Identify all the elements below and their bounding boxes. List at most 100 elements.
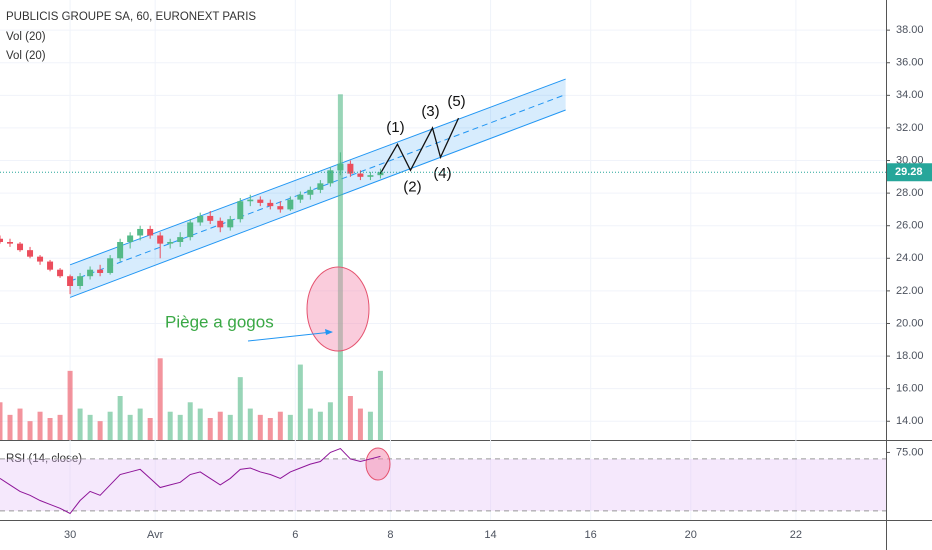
volume-bar (317, 411, 323, 440)
x-tick-label: Avr (147, 529, 164, 541)
candle-body (107, 258, 114, 273)
y-tick-label: 24.00 (896, 252, 924, 264)
wave-label: (1) (386, 119, 404, 136)
candle-body (357, 173, 364, 177)
last-price-box (887, 163, 932, 182)
candle-body (167, 242, 174, 244)
last-price-label: 29.28 (895, 166, 923, 178)
y-tick-label: 16.00 (896, 383, 924, 395)
indicator-label: Vol (20) (6, 31, 46, 43)
volume-bar (147, 418, 153, 440)
candle-body (367, 175, 374, 177)
annotation-text: Piège a gogos (165, 312, 274, 331)
y-tick-label: 75.00 (896, 446, 924, 458)
candle-body (347, 163, 354, 174)
candle-body (307, 189, 314, 195)
candle-body (317, 183, 324, 190)
x-tick-label: 8 (387, 529, 393, 541)
volume-bar (237, 377, 243, 440)
volume-bar (347, 396, 353, 440)
candle-body (137, 228, 144, 236)
annotation-arrow (247, 331, 333, 342)
y-tick-label: 20.00 (896, 317, 924, 329)
wave-path (379, 117, 460, 174)
x-tick-label: 6 (292, 529, 298, 541)
candle-body (187, 222, 194, 238)
candle-body (287, 199, 294, 210)
volume-bar (137, 408, 143, 440)
candle-body (7, 242, 14, 244)
y-tick-label: 36.00 (896, 57, 924, 69)
y-tick-label: 38.00 (896, 24, 924, 36)
volume-bar (117, 396, 123, 440)
volume-bar (307, 408, 313, 440)
candle-body (37, 256, 44, 262)
volume-bar (77, 408, 83, 440)
volume-bar (187, 402, 193, 440)
volume-bar (157, 358, 163, 440)
volume-bar (367, 411, 373, 440)
rsi-pane (0, 441, 886, 520)
candle-body (47, 261, 54, 270)
volume-bar (67, 370, 73, 440)
volume-bar (197, 408, 203, 440)
volume-bar (127, 414, 133, 440)
volume-bar (277, 411, 283, 440)
candle-body (217, 220, 224, 228)
channel-line (69, 109, 566, 298)
candle-body (177, 237, 184, 242)
volume-bar (207, 418, 213, 440)
wave-label: (4) (433, 165, 451, 182)
volume-bar (227, 414, 233, 440)
y-tick-label: 34.00 (896, 89, 924, 101)
candle-body (277, 206, 284, 210)
candle-body (77, 276, 84, 286)
volume-bar (217, 411, 223, 440)
rsi-band (0, 458, 886, 511)
candle-body (377, 172, 384, 176)
volume-bar (377, 370, 383, 440)
volume-bar (297, 364, 303, 440)
candle-body (87, 269, 94, 277)
candle-body (0, 238, 3, 242)
rsi-label: RSI (14, close) (6, 453, 82, 465)
volume-bar (357, 408, 363, 440)
volume-bar (87, 414, 93, 440)
volume-bar (7, 414, 13, 440)
arrow-head (325, 329, 333, 335)
x-tick-label: 16 (585, 529, 597, 541)
volume-bar (57, 414, 63, 440)
candle-body (237, 201, 244, 220)
volume-bar (267, 418, 273, 440)
indicator-label: Vol (20) (6, 50, 46, 62)
wave-label: (2) (403, 178, 421, 195)
candle-body (147, 228, 154, 236)
y-tick-label: 32.00 (896, 122, 924, 134)
x-tick-label: 30 (64, 529, 76, 541)
volume-bar (97, 421, 103, 440)
candle-body (267, 202, 274, 207)
x-tick-label: 20 (685, 529, 697, 541)
volume-bar (47, 418, 53, 440)
volume-bar (107, 411, 113, 440)
candle-body (197, 215, 204, 223)
volume-bar (167, 411, 173, 440)
candle-body (227, 219, 234, 228)
volume-bar (0, 402, 3, 440)
rsi-line (0, 447, 381, 515)
candle-body (207, 215, 214, 221)
candle-body (257, 199, 264, 203)
y-tick-label: 22.00 (896, 285, 924, 297)
candle-body (327, 170, 334, 184)
volume-bar (177, 414, 183, 440)
y-tick-label: 28.00 (896, 187, 924, 199)
x-tick-label: 14 (484, 529, 496, 541)
candle-body (27, 250, 34, 257)
candle-body (57, 269, 64, 277)
candle-body (127, 235, 134, 242)
x-tick-label: 22 (790, 529, 802, 541)
y-tick-label: 14.00 (896, 415, 924, 427)
highlight-ellipse (365, 447, 391, 481)
candle-body (157, 235, 164, 244)
